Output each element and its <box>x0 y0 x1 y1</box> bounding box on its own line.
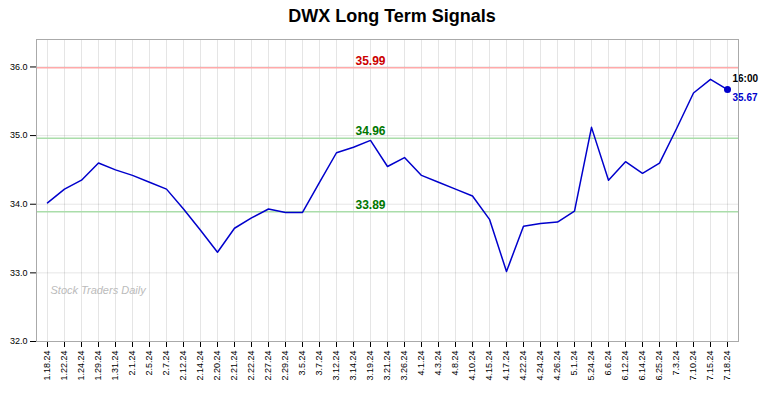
svg-text:1.31.24: 1.31.24 <box>110 351 120 381</box>
svg-text:3.5.24: 3.5.24 <box>297 351 307 376</box>
svg-text:33.0: 33.0 <box>10 268 28 278</box>
svg-text:7.15.24: 7.15.24 <box>705 351 715 381</box>
svg-text:2.27.24: 2.27.24 <box>263 351 273 381</box>
svg-text:1.18.24: 1.18.24 <box>42 351 52 381</box>
svg-text:6.12.24: 6.12.24 <box>620 351 630 381</box>
svg-text:3.21.24: 3.21.24 <box>382 351 392 381</box>
svg-text:6.6.24: 6.6.24 <box>603 351 613 376</box>
svg-text:3.14.24: 3.14.24 <box>348 351 358 381</box>
svg-text:5.24.24: 5.24.24 <box>586 351 596 381</box>
svg-text:34.0: 34.0 <box>10 199 28 209</box>
svg-text:33.89: 33.89 <box>355 198 385 212</box>
svg-text:4.24.24: 4.24.24 <box>535 351 545 381</box>
svg-text:4.1.24: 4.1.24 <box>416 351 426 376</box>
svg-text:35.99: 35.99 <box>355 54 385 68</box>
svg-text:2.5.24: 2.5.24 <box>144 351 154 376</box>
svg-text:4.22.24: 4.22.24 <box>518 351 528 381</box>
svg-text:2.7.24: 2.7.24 <box>161 351 171 376</box>
svg-text:2.29.24: 2.29.24 <box>280 351 290 381</box>
svg-text:4.17.24: 4.17.24 <box>501 351 511 381</box>
svg-text:4.10.24: 4.10.24 <box>467 351 477 381</box>
svg-text:34.96: 34.96 <box>355 124 385 138</box>
svg-text:2.21.24: 2.21.24 <box>229 351 239 381</box>
svg-text:3.12.24: 3.12.24 <box>331 351 341 381</box>
svg-text:2.12.24: 2.12.24 <box>178 351 188 381</box>
svg-text:35.0: 35.0 <box>10 130 28 140</box>
svg-text:1.22.24: 1.22.24 <box>59 351 69 381</box>
svg-text:2.22.24: 2.22.24 <box>246 351 256 381</box>
svg-text:7.10.24: 7.10.24 <box>688 351 698 381</box>
svg-text:36.0: 36.0 <box>10 62 28 72</box>
svg-text:35.67: 35.67 <box>733 92 758 103</box>
svg-text:5.1.24: 5.1.24 <box>569 351 579 376</box>
svg-text:4.3.24: 4.3.24 <box>433 351 443 376</box>
svg-text:6.25.24: 6.25.24 <box>654 351 664 381</box>
svg-text:16:00: 16:00 <box>733 73 759 84</box>
svg-text:2.20.24: 2.20.24 <box>212 351 222 381</box>
svg-text:1.24.24: 1.24.24 <box>76 351 86 381</box>
svg-text:4.26.24: 4.26.24 <box>552 351 562 381</box>
svg-text:1.29.24: 1.29.24 <box>93 351 103 381</box>
svg-text:Stock Traders Daily: Stock Traders Daily <box>51 284 148 296</box>
svg-text:4.15.24: 4.15.24 <box>484 351 494 381</box>
svg-text:3.7.24: 3.7.24 <box>314 351 324 376</box>
svg-text:32.0: 32.0 <box>10 336 28 346</box>
svg-text:7.18.24: 7.18.24 <box>722 351 732 381</box>
html-text:DWX Long Term Signals: DWX Long Term Signals <box>288 6 496 26</box>
svg-text:2.14.24: 2.14.24 <box>195 351 205 381</box>
svg-text:3.19.24: 3.19.24 <box>365 351 375 381</box>
svg-text:3.26.24: 3.26.24 <box>399 351 409 381</box>
svg-text:4.8.24: 4.8.24 <box>450 351 460 376</box>
svg-text:7.3.24: 7.3.24 <box>671 351 681 376</box>
svg-text:6.14.24: 6.14.24 <box>637 351 647 381</box>
svg-text:2.1.24: 2.1.24 <box>127 351 137 376</box>
